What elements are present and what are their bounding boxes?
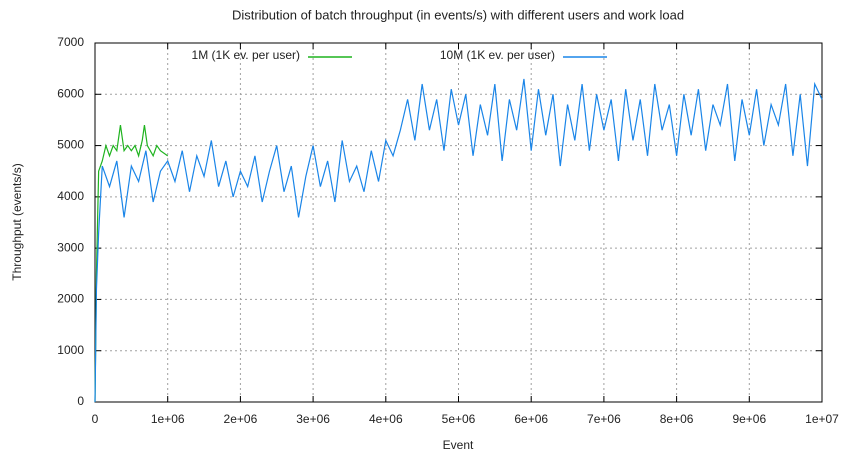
x-axis-label: Event — [443, 438, 474, 452]
data-line — [94, 124, 169, 403]
x-tick-label: 1e+07 — [805, 412, 839, 426]
plot-frame — [94, 42, 823, 403]
x-tick-label: 3e+06 — [296, 412, 330, 426]
legend-label: 10M (1K ev. per user) — [440, 48, 555, 62]
data-line — [94, 78, 823, 403]
chart-title: Distribution of batch throughput (in eve… — [232, 7, 684, 22]
x-tick-label: 4e+06 — [369, 412, 403, 426]
y-tick-label: 7000 — [57, 35, 84, 49]
x-tick-label: 2e+06 — [224, 412, 258, 426]
x-tick-label: 0 — [92, 412, 99, 426]
x-tick-label: 9e+06 — [732, 412, 766, 426]
y-tick-label: 2000 — [57, 292, 84, 306]
legend-label: 1M (1K ev. per user) — [192, 48, 300, 62]
y-tick-label: 4000 — [57, 189, 84, 203]
y-axis-label: Throughput (events/s) — [10, 163, 24, 280]
y-tick-label: 1000 — [57, 343, 84, 357]
x-tick-label: 7e+06 — [587, 412, 621, 426]
x-tick-label: 6e+06 — [514, 412, 548, 426]
x-tick-label: 1e+06 — [151, 412, 185, 426]
y-tick-label: 5000 — [57, 138, 84, 152]
y-tick-label: 3000 — [57, 240, 84, 254]
x-tick-label: 5e+06 — [442, 412, 476, 426]
y-tick-label: 6000 — [57, 86, 84, 100]
x-tick-label: 8e+06 — [660, 412, 694, 426]
y-tick-label: 0 — [77, 394, 84, 408]
